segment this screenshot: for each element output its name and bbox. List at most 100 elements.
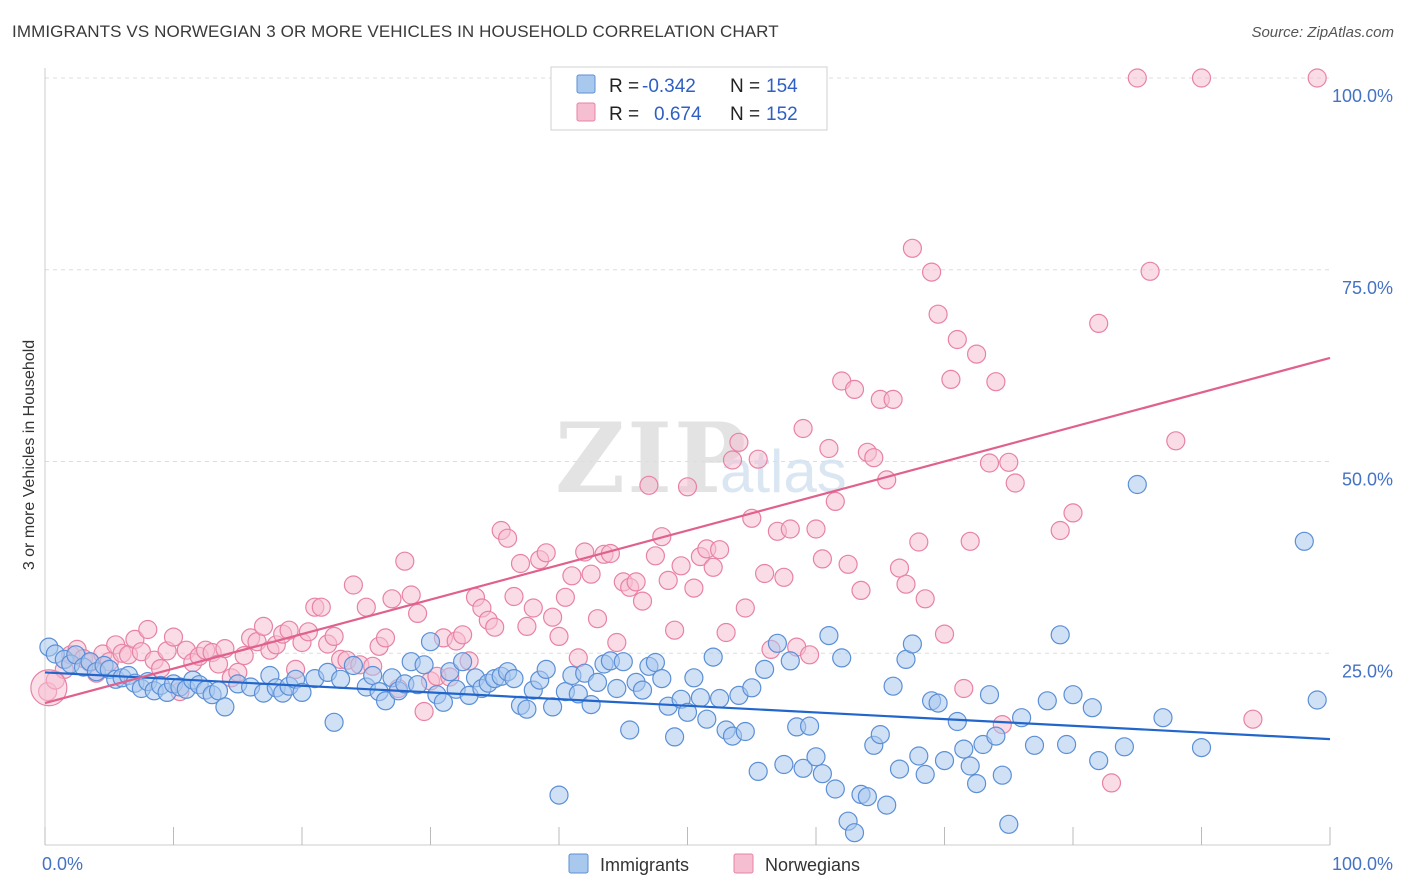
norwegians-point-98 xyxy=(671,556,691,576)
norwegians-point-115 xyxy=(780,519,800,539)
norwegians-point-104 xyxy=(709,540,730,560)
legend-n-value-norwegians: 152 xyxy=(766,104,798,125)
norwegians-point-139 xyxy=(934,624,955,644)
x-tick-label-max: 100.0% xyxy=(1332,854,1393,874)
immigrants-point-152 xyxy=(1191,737,1212,758)
immigrants-point-26 xyxy=(208,681,229,701)
norwegians-point-100 xyxy=(684,578,704,598)
norwegians-point-153 xyxy=(1101,773,1122,793)
immigrants-point-105 xyxy=(767,633,788,653)
legend-n-value-immigrants: 154 xyxy=(766,76,798,97)
immigrants-point-88 xyxy=(652,668,672,689)
norwegians-point-92 xyxy=(632,591,653,611)
norwegians-point-131 xyxy=(883,389,903,409)
norwegians-point-157 xyxy=(1191,68,1212,88)
norwegians-point-94 xyxy=(645,546,666,566)
immigrants-point-107 xyxy=(780,651,800,671)
norwegians-point-91 xyxy=(626,572,646,592)
norwegians-point-85 xyxy=(587,609,608,629)
norwegians-point-57 xyxy=(408,603,428,624)
immigrants-point-117 xyxy=(844,823,865,843)
norwegians-point-108 xyxy=(735,598,755,618)
norwegians-point-42 xyxy=(311,597,331,617)
axes xyxy=(44,68,1331,846)
norwegians-point-133 xyxy=(896,574,916,594)
norwegians-point-151 xyxy=(1063,503,1083,523)
immigrants-point-45 xyxy=(375,691,396,711)
norwegians-point-74 xyxy=(517,616,537,637)
immigrants-point-137 xyxy=(979,685,1000,705)
norwegians-point-134 xyxy=(902,238,923,258)
bottom-legend: Immigrants Norwegians xyxy=(568,853,860,875)
norwegians-point-105 xyxy=(716,622,736,643)
norwegians-point-37 xyxy=(279,620,299,640)
immigrants-point-27 xyxy=(215,697,235,717)
immigrants-point-83 xyxy=(620,720,640,740)
norwegians-point-44 xyxy=(324,626,344,647)
immigrants-point-146 xyxy=(1063,685,1083,705)
immigrants-point-110 xyxy=(799,716,820,736)
tick-labels: 25.0% 50.0% 75.0% 100.0% 0.0% 100.0% xyxy=(42,86,1393,874)
immigrants-point-57 xyxy=(453,652,473,672)
immigrants-point-85 xyxy=(632,680,653,700)
immigrants-point-111 xyxy=(806,747,826,767)
immigrants-point-149 xyxy=(1114,737,1135,757)
norwegians-point-78 xyxy=(542,607,563,627)
norwegians-point-130 xyxy=(877,470,897,490)
x-tick-label-min: 0.0% xyxy=(42,854,83,874)
norwegians-point-72 xyxy=(504,586,524,607)
immigrants-point-40 xyxy=(331,669,351,689)
immigrants-point-55 xyxy=(440,662,460,682)
legend-r-label-2: R = xyxy=(609,104,639,125)
norwegians-point-93 xyxy=(639,475,659,495)
norwegians-point-88 xyxy=(607,632,627,653)
norwegians-trend-line xyxy=(44,356,1331,705)
legend-n-label-1: N = xyxy=(730,76,760,97)
legend-frame xyxy=(550,66,828,131)
immigrants-point-119 xyxy=(857,787,878,807)
norwegians-point-117 xyxy=(793,418,813,439)
immigrants-point-50 xyxy=(408,675,428,695)
immigrants-point-148 xyxy=(1089,750,1109,771)
immigrants-point-115 xyxy=(832,648,852,668)
norwegians-point-73 xyxy=(510,553,531,574)
immigrants-point-82 xyxy=(613,652,633,672)
norwegians-point-52 xyxy=(375,628,396,648)
norwegians-point-138 xyxy=(928,304,948,324)
norwegians-point-156 xyxy=(1166,431,1186,451)
norwegians-point-111 xyxy=(754,563,775,584)
norwegians-point-99 xyxy=(677,477,698,497)
immigrants-point-122 xyxy=(877,795,897,815)
immigrants-point-81 xyxy=(607,678,627,699)
norwegians-point-19 xyxy=(163,627,184,647)
immigrants-point-121 xyxy=(870,724,890,745)
legend-r-value-norwegians: 0.674 xyxy=(654,104,702,125)
norwegians-point-33 xyxy=(253,616,274,637)
norwegians-point-15 xyxy=(138,619,158,640)
bottom-legend-immigrants: Immigrants xyxy=(600,855,689,875)
immigrants-point-78 xyxy=(587,672,608,693)
norwegians-point-124 xyxy=(838,554,858,574)
legend-r-value-immigrants: -0.342 xyxy=(642,76,696,97)
immigrants-point-134 xyxy=(960,756,980,776)
norwegians-point-107 xyxy=(729,432,749,452)
immigrants-point-101 xyxy=(735,721,755,742)
norwegians-point-64 xyxy=(453,625,473,645)
immigrants-point-94 xyxy=(690,688,711,708)
norwegians-point-135 xyxy=(909,532,929,552)
trend-lines xyxy=(44,356,1331,741)
norwegians-point-96 xyxy=(658,570,678,591)
y-tick-label-2: 75.0% xyxy=(1342,278,1393,298)
immigrants-point-39 xyxy=(324,712,344,732)
norwegians-point-80 xyxy=(555,587,576,607)
norwegians-point-106 xyxy=(722,450,743,470)
immigrants-point-142 xyxy=(1024,735,1045,755)
immigrants-point-75 xyxy=(568,684,588,704)
immigrants-point-106 xyxy=(774,754,794,775)
immigrants-point-36 xyxy=(292,682,312,703)
norwegians-point-cluster xyxy=(30,669,68,707)
immigrants-point-140 xyxy=(999,814,1019,834)
norwegians-point-97 xyxy=(664,620,685,640)
immigrants-point-126 xyxy=(902,634,923,654)
